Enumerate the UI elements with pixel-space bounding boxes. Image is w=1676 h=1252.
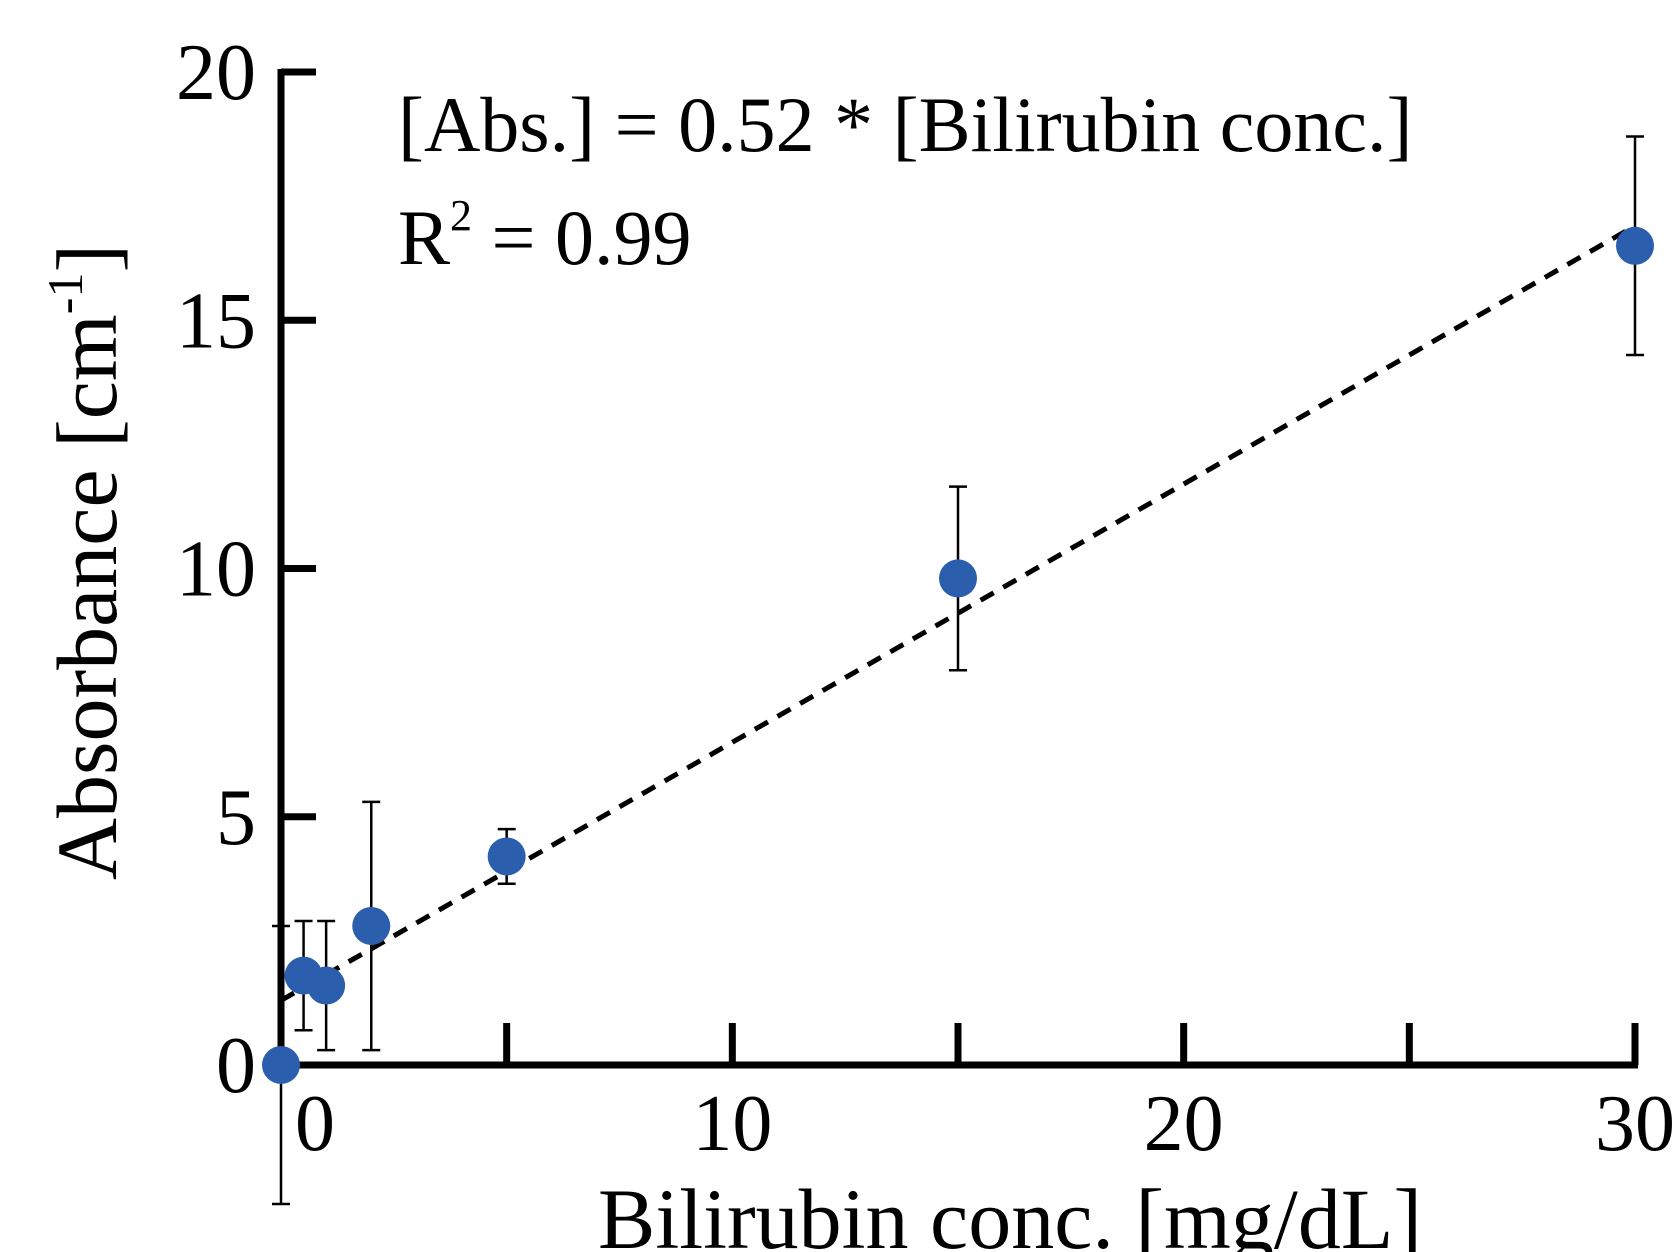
y-tick-label: 15 xyxy=(176,277,256,365)
y-tick-label: 0 xyxy=(216,1022,256,1110)
r-squared-symbol: R xyxy=(398,194,450,281)
y-tick-label: 10 xyxy=(176,526,256,614)
r-squared-annotation: R2 = 0.99 xyxy=(398,191,692,281)
x-tick-label: 10 xyxy=(692,1080,772,1168)
x-tick-label: 20 xyxy=(1144,1080,1224,1168)
y-tick-label: 20 xyxy=(176,29,256,117)
y-axis-label-superscript: -1 xyxy=(37,273,93,315)
y-axis-label-main: Absorbance [cm xyxy=(39,314,135,880)
data-point xyxy=(487,837,526,876)
data-point xyxy=(939,559,977,598)
x-tick-label: 0 xyxy=(295,1080,335,1168)
data-point xyxy=(307,966,346,1005)
y-axis-label: Absorbance [cm-1] xyxy=(37,244,135,880)
data-point xyxy=(352,906,391,945)
x-tick-label: 30 xyxy=(1595,1080,1675,1168)
equation-annotation: [Abs.] = 0.52 * [Bilirubin conc.] xyxy=(398,81,1413,168)
x-axis-label: Bilirubin conc. [mg/dL] xyxy=(598,1171,1422,1252)
data-point xyxy=(1616,226,1654,265)
data-points xyxy=(262,226,1654,1084)
x-ticks: 0 10 20 30 xyxy=(277,1023,1675,1168)
data-point xyxy=(262,1046,300,1084)
y-ticks: 0 5 10 15 20 xyxy=(176,29,316,1110)
r-squared-value: = 0.99 xyxy=(472,194,692,281)
r-squared-superscript: 2 xyxy=(450,191,472,240)
y-tick-label: 5 xyxy=(216,774,256,862)
y-axis-label-close: ] xyxy=(39,244,135,273)
